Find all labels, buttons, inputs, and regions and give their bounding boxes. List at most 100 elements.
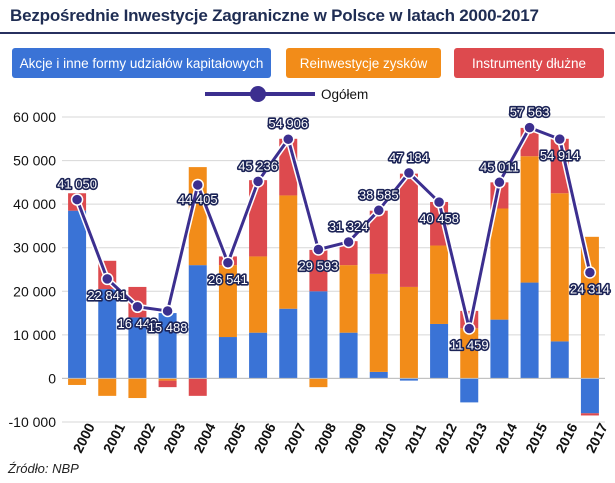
bar-reinvest [249, 256, 268, 333]
total-data-label: 15 488 [148, 320, 188, 335]
x-tick-label: 2003 [160, 420, 188, 455]
bar-debt [188, 378, 207, 396]
x-tick-label: 2006 [251, 420, 279, 455]
bar-reinvest [68, 378, 87, 385]
total-point [493, 176, 506, 189]
y-tick-label: 20 000 [13, 283, 56, 299]
legend-equity: Akcje i inne formy udziałów kapitałowych [12, 48, 271, 78]
bar-reinvest [550, 193, 569, 342]
total-point [101, 272, 114, 286]
total-data-label: 22 841 [87, 288, 127, 303]
bar-debt [399, 173, 418, 287]
bar-equity [550, 341, 569, 379]
x-tick-label: 2001 [100, 420, 128, 455]
total-data-label: 44 405 [178, 192, 218, 207]
total-data-label: 16 443 [118, 316, 158, 331]
total-point [402, 166, 416, 180]
x-tick-label: 2011 [401, 421, 429, 456]
bar-equity [490, 319, 509, 379]
bar-debt [369, 210, 388, 274]
y-tick-label: 10 000 [13, 327, 56, 343]
bar-equity [309, 291, 328, 379]
x-tick-label: 2012 [432, 420, 460, 455]
total-data-label: 11 459 [450, 338, 489, 353]
bar-reinvest [158, 378, 177, 381]
bar-reinvest [128, 378, 147, 399]
bar-equity [460, 378, 479, 403]
y-tick-label: 40 000 [13, 196, 56, 212]
title-divider [0, 32, 615, 34]
total-data-label: 54 906 [268, 116, 308, 131]
bar-equity [188, 265, 207, 379]
y-tick-label: 30 000 [13, 240, 56, 256]
x-tick-label: 2002 [130, 420, 158, 455]
bar-reinvest [490, 208, 509, 320]
bar-equity [98, 289, 117, 379]
legend-reinvest: Reinwestycje zysków [286, 48, 441, 78]
bar-equity [279, 308, 298, 379]
total-data-label: 54 914 [540, 148, 580, 163]
bar-equity [218, 337, 237, 379]
x-tick-label: 2009 [341, 420, 369, 455]
bar-reinvest [98, 378, 117, 396]
bar-reinvest [339, 265, 358, 333]
total-data-label: 31 324 [329, 219, 369, 234]
x-tick-label: 2015 [522, 420, 550, 455]
x-tick-label: 2008 [311, 420, 339, 455]
x-tick-label: 2005 [220, 420, 248, 455]
x-tick-label: 2017 [582, 420, 610, 455]
bar-equity [520, 282, 539, 379]
bar-equity [369, 371, 388, 379]
y-tick-label: 0 [48, 370, 56, 386]
x-tick-label: 2014 [492, 420, 520, 455]
total-point [523, 121, 536, 134]
legend-total: Ogółem [205, 86, 368, 102]
bar-debt [309, 249, 328, 292]
total-point [372, 204, 385, 217]
bar-reinvest [279, 195, 298, 309]
bar-debt [158, 380, 177, 388]
y-tick-label: -10 000 [9, 414, 57, 430]
bar-equity [399, 378, 418, 381]
bar-reinvest [520, 156, 539, 283]
bar-equity [68, 210, 87, 379]
total-point [312, 243, 325, 256]
legend-debt: Instrumenty dłużne [454, 48, 604, 78]
total-point [131, 300, 144, 314]
bar-debt [339, 241, 358, 266]
total-data-label: 41 050 [57, 177, 97, 192]
bar-equity [339, 332, 358, 379]
bar-reinvest [369, 273, 388, 372]
legend-total-label: Ogółem [321, 86, 369, 102]
total-point [463, 322, 476, 335]
y-tick-label: 50 000 [13, 153, 56, 169]
bar-reinvest [399, 286, 418, 379]
total-data-label: 40 458 [419, 211, 459, 226]
x-tick-label: 2016 [552, 420, 580, 455]
total-data-label: 45 236 [238, 158, 278, 173]
bar-equity [249, 332, 268, 379]
total-point [432, 195, 446, 209]
total-point [282, 132, 295, 146]
x-tick-label: 2004 [190, 420, 218, 455]
bar-reinvest [218, 265, 237, 338]
bar-equity [158, 313, 177, 379]
total-data-label: 38 585 [359, 187, 399, 202]
bar-reinvest [430, 245, 449, 324]
total-data-label: 45 011 [480, 159, 519, 174]
bar-reinvest [309, 378, 328, 388]
total-point [553, 132, 566, 146]
total-point [191, 178, 204, 192]
bar-equity [128, 317, 147, 379]
total-data-label: 26 541 [208, 272, 248, 287]
bar-reinvest [460, 328, 479, 379]
total-data-label: 29 593 [299, 258, 339, 273]
total-point [70, 193, 84, 206]
x-tick-label: 2010 [371, 420, 399, 455]
total-point [161, 304, 174, 318]
legend-total-line-icon [205, 86, 315, 102]
total-point [342, 235, 355, 249]
chart-title: Bezpośrednie Inwestycje Zagraniczne w Po… [10, 6, 539, 25]
x-tick-label: 2007 [281, 420, 309, 455]
